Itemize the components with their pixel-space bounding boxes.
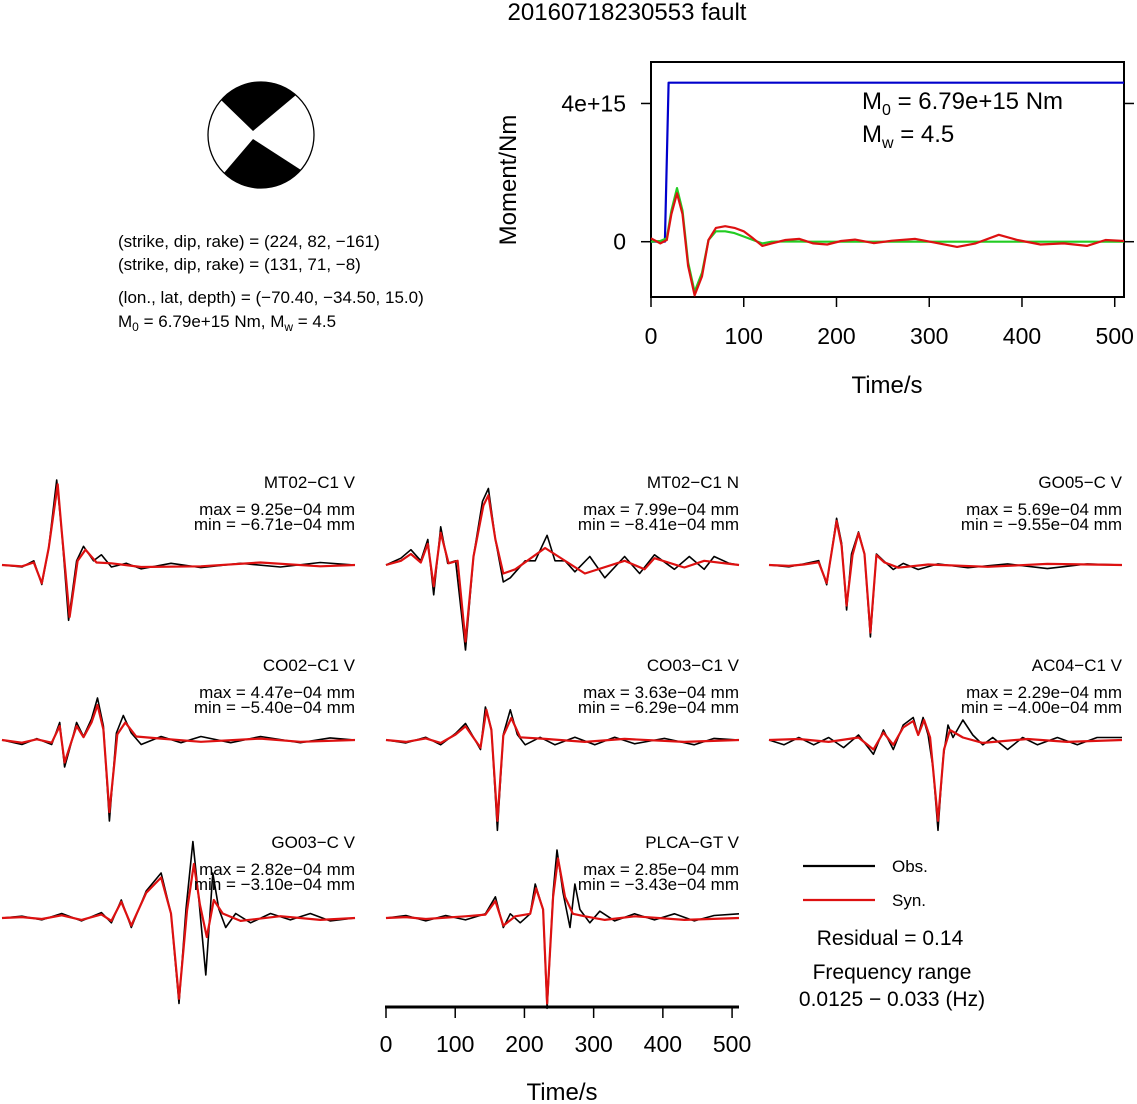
legend-syn-label: Syn. [892,891,926,910]
moment-m0-value: = 6.79e+15 Nm [891,88,1063,115]
moment-series-synthetic [650,192,1125,297]
station-min: min = −3.43e−04 mm [578,875,739,894]
observed-trace [385,706,740,832]
info-m0-sub: 0 [132,320,139,334]
info-line-4: M0 = 6.79e+15 Nm, Mw = 4.5 [118,312,336,334]
station-min: min = −4.00e−04 mm [961,698,1122,717]
station-name: MT02−C1 V [264,473,356,492]
station-max: max = 7.99e−04 mm [583,500,739,519]
moment-plot: 0 100 200 300 400 500 0 4e+15 Time/s Moment/Nm… [495,61,1134,399]
waveform-x-tick-label-300: 300 [574,1031,612,1057]
waveform-x-tick-label-200: 200 [505,1031,543,1057]
station-name: PLCA−GT V [645,833,739,852]
info-line-3: (lon., lat, depth) = (−70.40, −34.50, 15… [118,288,424,307]
info-mw-sub: w [283,320,293,334]
info-line-1: (strike, dip, rake) = (224, 82, −161) [118,232,380,251]
moment-y-ticks: 0 4e+15 [561,90,1134,255]
synthetic-trace [385,857,740,1005]
station-max: max = 2.29e−04 mm [966,683,1122,702]
legend: Obs. Syn. [803,857,928,910]
info-m0-prefix: M [118,312,132,331]
moment-m0-annotation: M0 = 6.79e+15 Nm [862,88,1063,119]
figure-title: 20160718230553 fault [508,0,747,26]
station-min: min = −6.71e−04 mm [194,515,355,534]
station-min: min = −5.40e−04 mm [194,698,355,717]
moment-m0-sub: 0 [882,102,891,119]
info-mw-rest: = 4.5 [293,312,336,331]
moment-x-axis-label: Time/s [851,372,922,399]
observed-trace [1,697,356,822]
beachball-compression-lower [224,139,301,189]
station-min: min = −6.29e−04 mm [578,698,739,717]
moment-series-source-time-function [650,187,1124,293]
moment-y-tick-label-1: 4e+15 [561,90,626,116]
synthetic-trace [385,708,740,822]
station-name: GO03−C V [271,833,355,852]
synthetic-trace [768,718,1123,822]
moment-series [650,81,1125,297]
station-name: CO03−C1 V [647,656,740,675]
moment-x-tick-label-300: 300 [910,323,948,349]
synthetic-trace [1,703,356,814]
synthetic-trace [768,519,1123,634]
moment-x-tick-label-0: 0 [645,323,658,349]
synthetic-trace [1,483,356,619]
moment-x-tick-label-400: 400 [1003,323,1041,349]
moment-x-ticks: 0 100 200 300 400 500 [645,297,1134,349]
beachball [207,81,315,189]
station-max: max = 4.47e−04 mm [199,683,355,702]
synthetic-trace [1,862,356,1000]
waveform-x-tick-label-400: 400 [644,1031,682,1057]
observed-trace [768,716,1122,832]
observed-trace [768,517,1123,638]
moment-plot-frame [650,61,1125,298]
legend-obs-label: Obs. [892,857,928,876]
moment-y-tick-label-0: 0 [613,229,626,255]
station-name: AC04−C1 V [1032,656,1123,675]
mechanism-info: (strike, dip, rake) = (224, 82, −161) (s… [118,232,424,334]
moment-mw-annotation: Mw = 4.5 [862,121,954,152]
station-max: max = 5.69e−04 mm [966,500,1122,519]
station-min: min = −3.10e−04 mm [194,875,355,894]
station-max: max = 2.85e−04 mm [583,860,739,879]
residual-text: Residual = 0.14 [817,927,964,950]
station-name: GO05−C V [1038,473,1122,492]
moment-x-tick-label-500: 500 [1096,323,1134,349]
moment-mw-main: M [862,121,882,148]
synthetic-trace [385,494,740,643]
beachball-compression-upper [221,81,296,131]
moment-m0-main: M [862,88,882,115]
moment-x-tick-label-200: 200 [817,323,855,349]
moment-y-axis-label: Moment/Nm [495,115,522,246]
moment-x-tick-label-100: 100 [725,323,763,349]
waveform-x-tick-label-0: 0 [380,1031,393,1057]
frequency-range-label: Frequency range [813,961,972,984]
station-min: min = −9.55e−04 mm [961,515,1122,534]
waveform-x-tick-label-500: 500 [713,1031,751,1057]
station-name: MT02−C1 N [647,473,739,492]
info-m0-rest: = 6.79e+15 Nm, M [139,312,285,331]
waveform-x-tick-label-100: 100 [436,1031,474,1057]
moment-mw-sub: w [881,135,894,152]
moment-mw-value: = 4.5 [894,121,955,148]
station-name: CO02−C1 V [263,656,356,675]
station-max: max = 9.25e−04 mm [199,500,355,519]
frequency-range-value: 0.0125 − 0.033 (Hz) [799,988,985,1011]
station-max: max = 3.63e−04 mm [583,683,739,702]
waveform-time-axis: Time/s 0 100 200 300 400 500 [380,1005,751,1104]
station-min: min = −8.41e−04 mm [578,515,739,534]
station-max: max = 2.82e−04 mm [199,860,355,879]
waveform-x-axis-label: Time/s [526,1079,597,1104]
info-line-2: (strike, dip, rake) = (131, 71, −8) [118,255,361,274]
